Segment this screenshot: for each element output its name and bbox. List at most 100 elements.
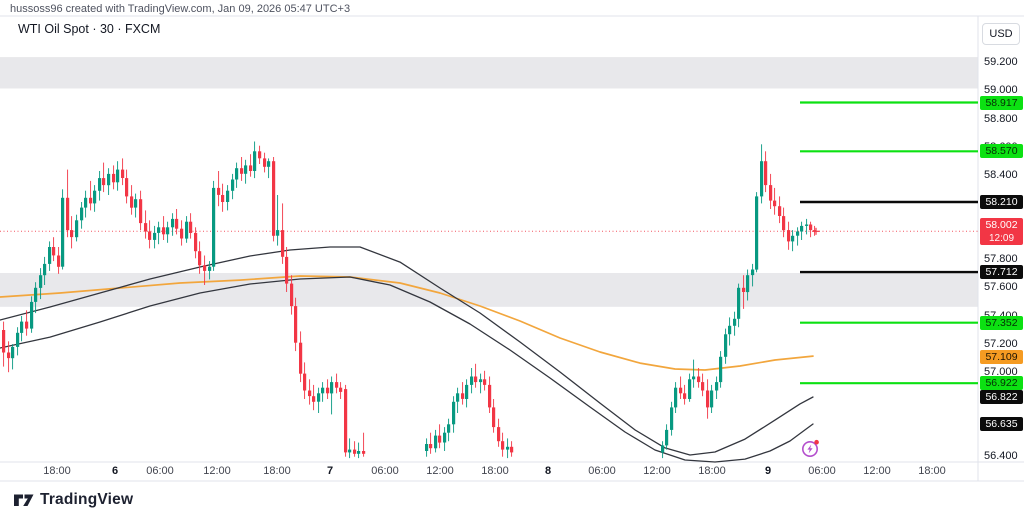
time-tick-day-label: 6 (111, 465, 119, 477)
candle-body (456, 393, 460, 402)
tradingview-logo[interactable]: TradingView (14, 491, 133, 509)
candle-body (769, 185, 773, 201)
candle-body (497, 427, 501, 442)
candle-body (728, 325, 732, 335)
candle-body (194, 232, 198, 252)
candle-body (134, 199, 138, 208)
candle-body (339, 387, 343, 392)
candle-body (148, 231, 152, 240)
candle-body (479, 379, 483, 383)
candle-body (139, 199, 143, 224)
candle-body (39, 275, 43, 288)
candle-body (98, 178, 102, 191)
flash-boost-icon[interactable] (800, 438, 822, 460)
candle-body (221, 195, 225, 202)
candle-body (25, 321, 29, 329)
candle-body (61, 197, 65, 267)
supply-demand-zone (0, 57, 978, 89)
candle-body (357, 451, 361, 454)
candle-body (189, 221, 193, 233)
candle-body (710, 390, 714, 408)
candle-body (697, 376, 701, 383)
candle-body (805, 224, 809, 226)
time-tick-label: 18:00 (263, 465, 291, 477)
candle-body (461, 393, 465, 399)
candle-body (362, 451, 366, 454)
candle-body (240, 168, 244, 174)
candle-body (11, 346, 15, 359)
candle-body (235, 168, 239, 180)
time-tick-label: 18:00 (43, 465, 71, 477)
candle-body (294, 306, 298, 343)
candle-body (474, 376, 478, 383)
price-tick-label: 59.200 (984, 56, 1018, 69)
candle-body (162, 227, 166, 235)
candle-body (34, 287, 38, 302)
band-black-upper-line (0, 246, 814, 456)
candle-body (796, 231, 800, 236)
time-tick-label: 06:00 (808, 465, 836, 477)
candle-body (317, 393, 321, 402)
candle-body (443, 432, 447, 443)
time-tick-day-label: 8 (544, 465, 552, 477)
price-tick-label: 58.400 (984, 168, 1018, 181)
candle-body (506, 446, 510, 450)
candle-body (52, 247, 56, 256)
candle-body (171, 218, 175, 228)
green-price-level-label: 57.352 (980, 315, 1023, 330)
currency-toggle-button[interactable]: USD (982, 23, 1020, 45)
price-tick-label: 59.000 (984, 84, 1018, 97)
candle-body (249, 165, 253, 171)
candle-body (198, 251, 202, 266)
candle-body (212, 187, 216, 267)
price-tick-label: 58.800 (984, 112, 1018, 125)
candle-body (107, 173, 111, 186)
candle-body (813, 230, 817, 232)
time-tick-day-label: 9 (764, 465, 772, 477)
candle-body (89, 197, 93, 204)
black-price-level-label: 58.210 (980, 195, 1023, 209)
candle-body (778, 206, 782, 216)
candle-body (447, 424, 451, 433)
candle-body (483, 379, 487, 385)
attribution-text: hussoss96 created with TradingView.com, … (10, 3, 351, 15)
time-tick-label: 12:00 (203, 465, 231, 477)
candle-body (719, 356, 723, 383)
price-tick-label: 57.200 (984, 337, 1018, 350)
candle-body (226, 190, 230, 202)
candle-body (665, 429, 669, 446)
candles (2, 141, 817, 459)
candle-body (348, 449, 352, 453)
candle-body (751, 269, 755, 276)
candle-body (272, 161, 276, 236)
candle-body (93, 190, 97, 204)
candle-body (742, 287, 746, 292)
candle-body (84, 197, 88, 208)
candle-body (715, 382, 719, 391)
candle-body (733, 318, 737, 326)
candle-body (299, 342, 303, 374)
chart-symbol-title[interactable]: WTI Oil Spot · 30 · FXCM (18, 22, 161, 36)
time-tick-label: 06:00 (146, 465, 174, 477)
candle-body (217, 187, 221, 195)
candle-body (764, 161, 768, 186)
candle-body (312, 396, 316, 402)
candle-body (303, 373, 307, 391)
time-tick-label: 18:00 (481, 465, 509, 477)
candle-body (130, 196, 134, 208)
candle-body (20, 321, 24, 333)
time-tick-day-label: 7 (326, 465, 334, 477)
green-price-level-label: 56.922 (980, 376, 1023, 391)
candle-body (800, 225, 804, 232)
time-tick-label: 18:00 (918, 465, 946, 477)
candle-body (308, 390, 312, 397)
candle-body (48, 247, 52, 264)
candle-body (425, 444, 429, 451)
candle-body (746, 275, 750, 293)
time-tick-label: 12:00 (426, 465, 454, 477)
candle-body (185, 221, 189, 239)
candle-body (258, 151, 262, 159)
candle-body (501, 441, 505, 450)
